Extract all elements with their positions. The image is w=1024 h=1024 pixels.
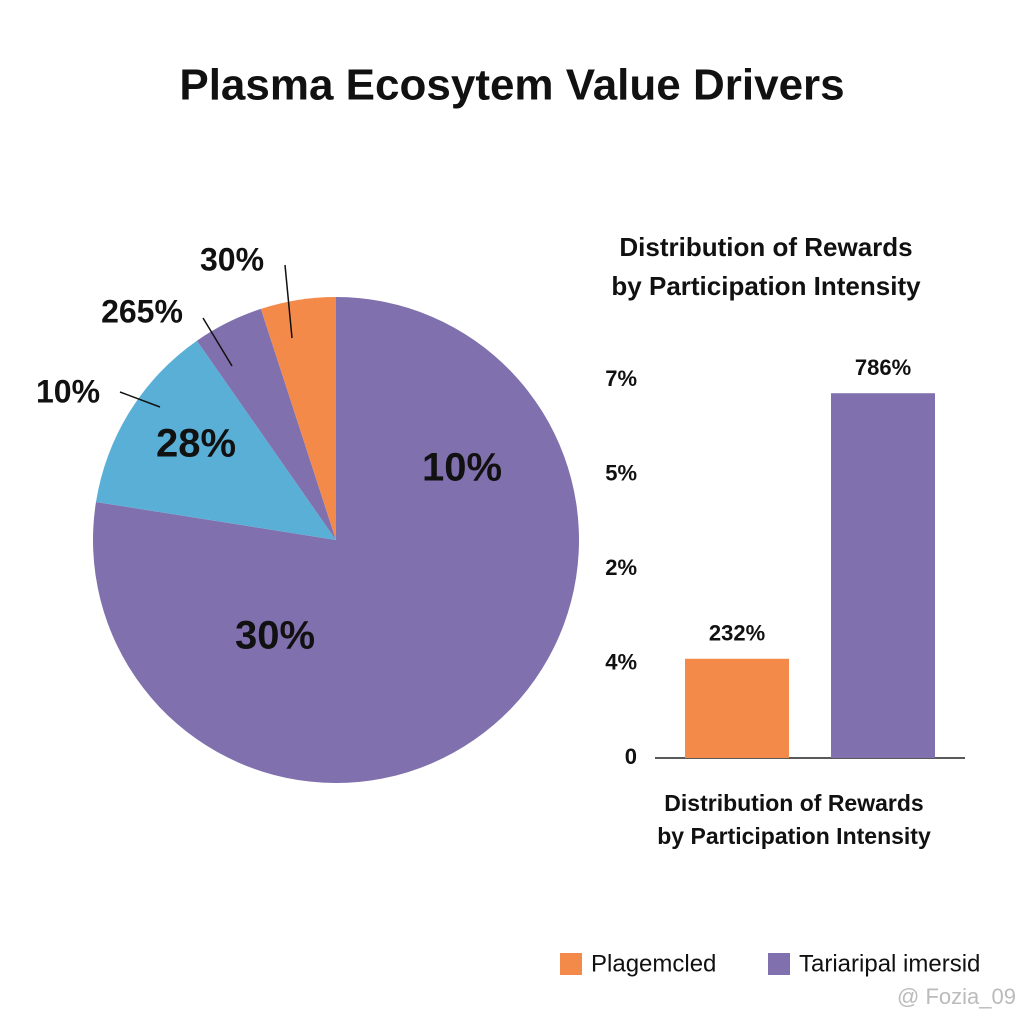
- slice-label: 10%: [422, 446, 502, 490]
- bar: [685, 658, 789, 758]
- x-axis-label: Distribution of Rewards: [664, 790, 923, 816]
- leader-line: [284, 264, 293, 339]
- y-tick-label: 5%: [605, 460, 637, 485]
- main-title: Plasma Ecosytem Value Drivers: [179, 61, 844, 110]
- leader-line: [202, 317, 233, 367]
- slice-label: 30%: [235, 614, 315, 658]
- legend-swatch: [768, 953, 790, 975]
- slice-label: 28%: [156, 422, 236, 466]
- y-tick-label: 4%: [605, 649, 637, 674]
- pie-slice: [260, 297, 336, 540]
- bar-title: by Participation Intensity: [611, 271, 921, 301]
- pie-slice: [95, 340, 336, 540]
- y-tick-label: 2%: [605, 555, 637, 580]
- pie-slice: [196, 308, 336, 540]
- leader-line: [119, 391, 161, 408]
- bar-title: Distribution of Rewards: [619, 232, 912, 262]
- pie-slice: [92, 297, 579, 783]
- legend-swatch: [560, 953, 582, 975]
- y-tick-label: 7%: [605, 366, 637, 391]
- x-axis-label: by Participation Intensity: [657, 823, 931, 849]
- bar-label: 232%: [709, 621, 765, 646]
- legend-label: Plagemcled: [591, 950, 716, 977]
- y-tick-label: 0: [625, 744, 637, 769]
- bar-label: 786%: [855, 355, 911, 380]
- watermark: @ Fozia_09: [897, 984, 1016, 1009]
- slice-label: 30%: [200, 241, 264, 277]
- slice-label: 265%: [101, 293, 183, 329]
- bar: [831, 393, 935, 758]
- slice-label: 10%: [36, 373, 100, 409]
- legend-label: Tariaripal imersid: [799, 950, 980, 977]
